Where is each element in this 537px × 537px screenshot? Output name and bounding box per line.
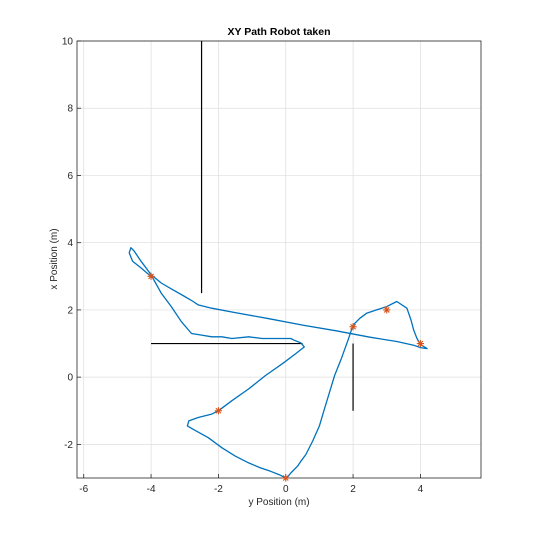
x-tick-label: 0 — [283, 484, 289, 495]
x-tick-label: -2 — [214, 484, 223, 495]
y-tick-label: 0 — [67, 373, 73, 384]
y-tick-label: -2 — [64, 440, 73, 451]
waypoint-stroke — [350, 323, 356, 330]
waypoint-marker — [349, 323, 357, 331]
y-axis-label: x Position (m) — [49, 228, 60, 289]
robot-path-layer — [128, 247, 428, 479]
y-tick-label: 4 — [67, 238, 73, 249]
waypoint-stroke — [282, 475, 289, 481]
waypoint-stroke — [383, 307, 390, 313]
waypoint-marker — [147, 272, 155, 280]
y-tick-label: 6 — [67, 171, 73, 182]
waypoint-stroke — [148, 273, 154, 280]
waypoint-stroke — [417, 340, 424, 347]
waypoint-marker — [383, 306, 391, 314]
chart-title: XY Path Robot taken — [227, 26, 330, 38]
y-tick-label: 10 — [62, 37, 74, 48]
waypoint-marker — [416, 339, 424, 348]
axis-ticks: -6 -4 -2 0 2 4 -2 0 2 4 6 8 10 — [62, 37, 424, 496]
x-tick-label: -6 — [79, 484, 88, 495]
plot-area-frame — [76, 40, 482, 479]
waypoint-stroke — [215, 407, 222, 414]
x-tick-label: 4 — [418, 484, 424, 495]
robot-path-line — [128, 247, 428, 479]
x-tick-label: 2 — [350, 484, 356, 495]
waypoint-marker — [214, 407, 222, 415]
x-axis-label: y Position (m) — [248, 497, 309, 508]
waypoint-marker — [282, 474, 290, 482]
y-tick-label: 8 — [67, 104, 73, 115]
y-tick-label: 2 — [67, 305, 73, 316]
waypoints — [147, 272, 424, 482]
x-tick-label: -4 — [147, 484, 156, 495]
obstacles — [151, 41, 354, 411]
